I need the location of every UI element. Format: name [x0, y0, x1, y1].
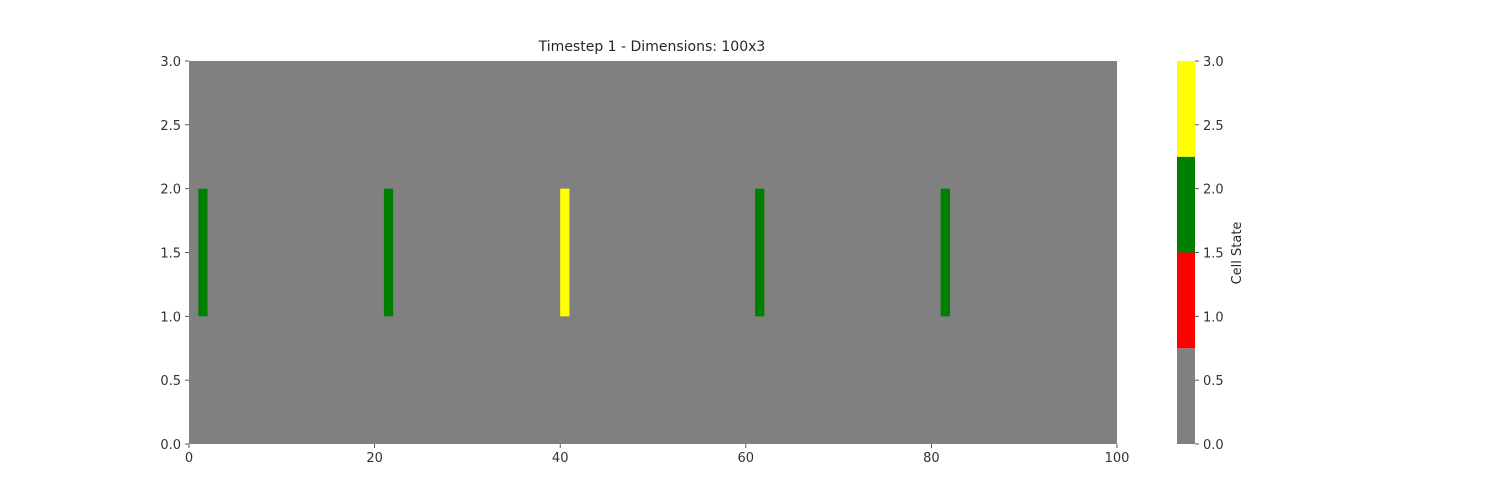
colorbar-label: Cell State [1230, 222, 1245, 285]
y-tick-label: 0.0 [160, 438, 181, 453]
x-tick-label: 80 [923, 451, 940, 466]
colorbar-segment [1177, 348, 1195, 444]
colorbar-tick-label: 2.5 [1203, 119, 1224, 134]
cells-layer [198, 188, 950, 317]
colorbar-tick-label: 0.5 [1203, 374, 1224, 389]
heatmap-cell [560, 188, 570, 317]
y-tick-label: 0.5 [160, 374, 181, 389]
y-tick-label: 2.5 [160, 119, 181, 134]
x-tick-label: 100 [1105, 451, 1130, 466]
colorbar: 0.0 0.5 1.0 1.5 2.0 2.5 3.0 [1177, 55, 1224, 453]
heatmap-cell [198, 188, 208, 317]
x-axis: 0 20 40 60 80 100 [185, 444, 1130, 466]
x-tick-label: 20 [366, 451, 383, 466]
colorbar-tick-label: 1.5 [1203, 247, 1224, 262]
y-axis: 0.0 0.5 1.0 1.5 2.0 2.5 3.0 [160, 55, 189, 453]
y-tick-label: 3.0 [160, 55, 181, 70]
colorbar-segment [1177, 252, 1195, 349]
heatmap-cell [383, 188, 394, 317]
colorbar-tick-label: 3.0 [1203, 55, 1224, 70]
heatmap-cell [940, 188, 950, 317]
colorbar-segment [1177, 61, 1195, 157]
plot-area [189, 61, 1117, 444]
colorbar-tick-label: 2.0 [1203, 183, 1224, 198]
chart-title: Timestep 1 - Dimensions: 100x3 [538, 39, 766, 55]
heatmap-cell [755, 188, 765, 317]
colorbar-tick-label: 0.0 [1203, 438, 1224, 453]
x-tick-label: 40 [552, 451, 569, 466]
y-tick-label: 2.0 [160, 183, 181, 198]
x-tick-label: 0 [185, 451, 193, 466]
y-tick-label: 1.0 [160, 310, 181, 325]
y-tick-label: 1.5 [160, 247, 181, 262]
colorbar-segment [1177, 156, 1195, 253]
colorbar-tick-label: 1.0 [1203, 310, 1224, 325]
x-tick-label: 60 [738, 451, 755, 466]
heatmap-background [189, 61, 1117, 444]
